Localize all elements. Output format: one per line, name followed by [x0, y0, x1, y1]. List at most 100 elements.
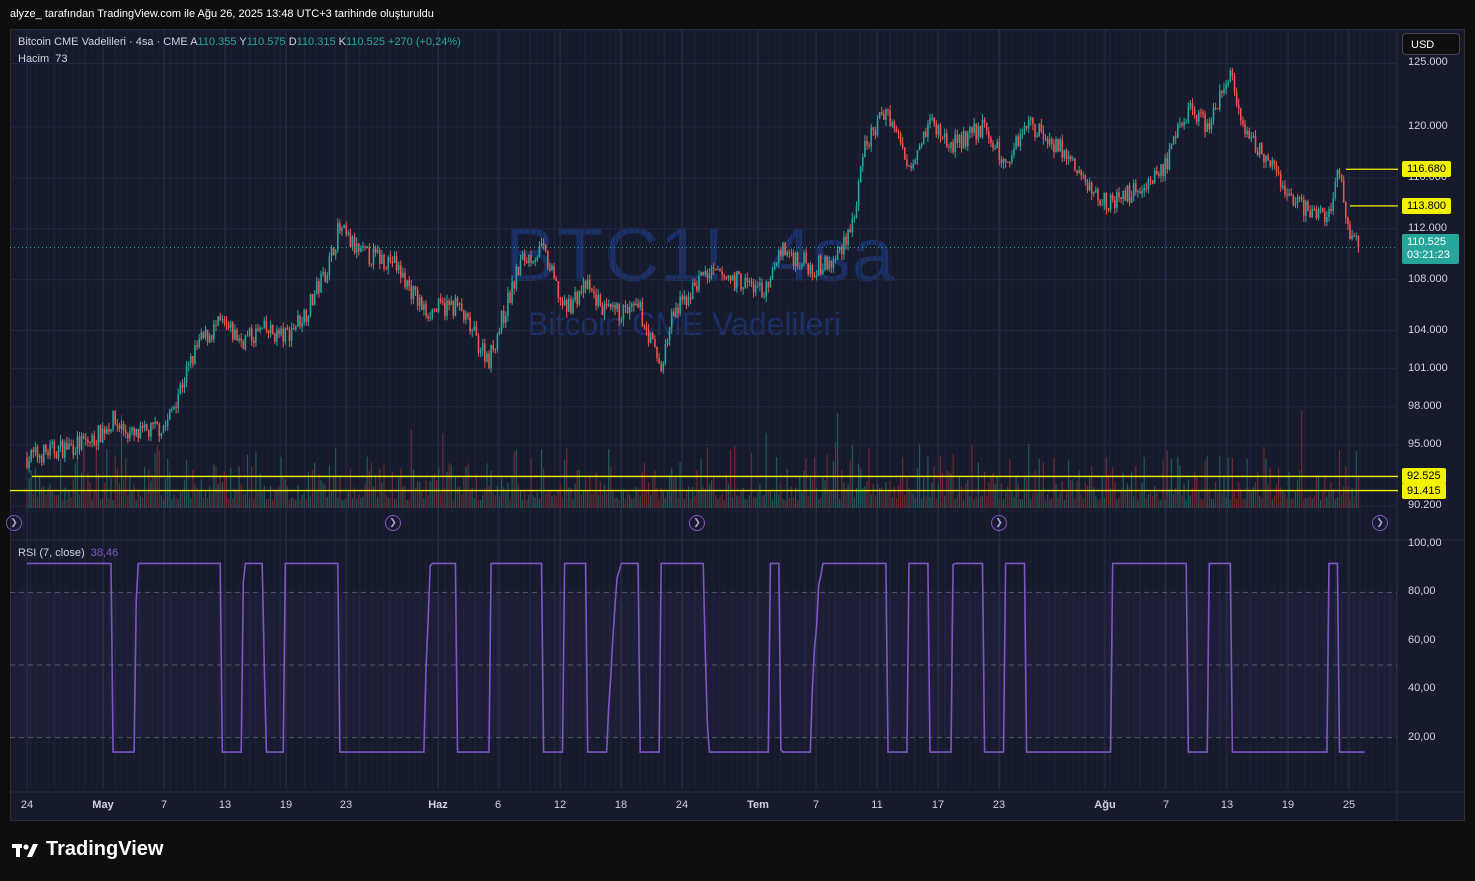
candle-body	[206, 329, 209, 343]
volume-bar	[1200, 498, 1202, 508]
volume-bar	[341, 499, 343, 508]
volume-bar	[47, 487, 49, 508]
volume-bar	[650, 494, 652, 508]
candle-body	[1330, 208, 1332, 211]
level-price-tag[interactable]: 113.800	[1402, 197, 1451, 214]
tradingview-logo[interactable]: TradingView	[12, 838, 163, 861]
volume-bar	[648, 482, 650, 508]
candle-body	[1164, 158, 1166, 176]
candle-body	[322, 272, 324, 275]
candle-body	[654, 339, 656, 347]
volume-bar	[786, 468, 788, 508]
arrow-right-circle-icon[interactable]: ❯	[385, 515, 401, 531]
candle-body	[1174, 136, 1177, 138]
x-tick-label: 11	[871, 799, 883, 811]
volume-bar	[265, 499, 267, 508]
volume-bar	[454, 477, 456, 508]
level-price-tag[interactable]: 91.415	[1402, 482, 1446, 499]
candle-body	[1172, 136, 1175, 144]
volume-bar	[381, 482, 383, 508]
arrow-right-circle-icon[interactable]: ❯	[1372, 515, 1388, 531]
candle-body	[376, 249, 379, 253]
arrow-right-circle-icon[interactable]: ❯	[6, 515, 22, 531]
volume-bar	[725, 474, 727, 508]
volume-bar	[456, 487, 459, 508]
candle-body	[114, 410, 116, 425]
candle-body	[1309, 211, 1311, 218]
candle-body	[160, 432, 163, 437]
rsi-legend[interactable]: RSI (7, close) 38,46	[18, 547, 118, 559]
candle-body	[1288, 193, 1290, 196]
volume-bar	[192, 469, 194, 508]
chart-canvas[interactable]	[10, 29, 1465, 821]
candle-body	[1290, 193, 1292, 196]
arrow-right-circle-icon[interactable]: ❯	[689, 515, 705, 531]
volume-bar	[198, 490, 200, 508]
candle-body	[1153, 170, 1156, 184]
volume-bar	[1036, 493, 1038, 508]
symbol-legend[interactable]: Bitcoin CME Vadelileri · 4sa · CME A110.…	[18, 36, 461, 48]
volume-bar	[477, 499, 480, 508]
volume-bar	[753, 496, 755, 508]
volume-bar	[1292, 499, 1294, 508]
candle-body	[1055, 138, 1057, 153]
candle-body	[1204, 114, 1206, 132]
candle-body	[782, 242, 784, 256]
candle-body	[194, 345, 196, 364]
candle-body	[555, 278, 557, 282]
candle-body	[639, 302, 641, 308]
candle-body	[404, 272, 406, 288]
currency-button[interactable]: USD	[1402, 33, 1460, 55]
volume-bar	[28, 477, 30, 508]
level-price-tag[interactable]: 116.680	[1402, 161, 1451, 178]
volume-bar	[501, 478, 503, 508]
arrow-right-circle-icon[interactable]: ❯	[991, 515, 1007, 531]
candle-body	[763, 296, 765, 298]
volume-bar	[1332, 489, 1334, 508]
candle-body	[1200, 111, 1202, 113]
volume-bar	[274, 490, 276, 508]
volume-bar	[104, 482, 106, 508]
volume-bar	[1170, 459, 1173, 508]
volume-legend[interactable]: Hacim 73	[18, 53, 68, 65]
candle-body	[1319, 208, 1322, 210]
candle-body	[691, 282, 694, 299]
candle-body	[1162, 164, 1164, 176]
volume-bar	[362, 496, 364, 508]
candle-body	[1111, 195, 1114, 201]
volume-bar	[1353, 496, 1355, 508]
volume-bar	[1091, 466, 1093, 508]
volume-bar	[286, 486, 288, 508]
candle-body	[469, 317, 471, 332]
volume-bar	[582, 491, 585, 508]
candle-body	[1000, 159, 1003, 164]
candle-body	[723, 274, 725, 278]
candle-body	[780, 250, 782, 256]
volume-bar	[847, 483, 849, 508]
volume-bar	[1341, 495, 1343, 508]
y-tick-label: 104.000	[1408, 323, 1448, 336]
candle-body	[607, 304, 610, 306]
volume-bar	[469, 489, 471, 508]
candle-body	[899, 133, 902, 144]
volume-bar	[278, 486, 280, 508]
candle-body	[259, 328, 261, 331]
ohlc-value: 110.525	[346, 36, 385, 48]
volume-bar	[1320, 499, 1322, 508]
candle-body	[320, 274, 322, 293]
x-tick-label: Haz	[428, 799, 448, 811]
volume-bar	[979, 496, 981, 508]
candle-body	[931, 118, 933, 120]
volume-bar	[778, 494, 780, 508]
volume-bar	[925, 496, 927, 508]
candle-body	[1015, 136, 1017, 149]
candle-body	[1347, 217, 1349, 225]
volume-bar	[1227, 457, 1229, 508]
candle-body	[1324, 211, 1326, 223]
volume-bar	[1191, 488, 1194, 508]
level-price-tag[interactable]: 92.525	[1402, 468, 1446, 485]
volume-bar	[64, 487, 66, 508]
candle-body	[442, 301, 444, 303]
candle-body	[1040, 124, 1043, 132]
candle-body	[1042, 131, 1045, 139]
